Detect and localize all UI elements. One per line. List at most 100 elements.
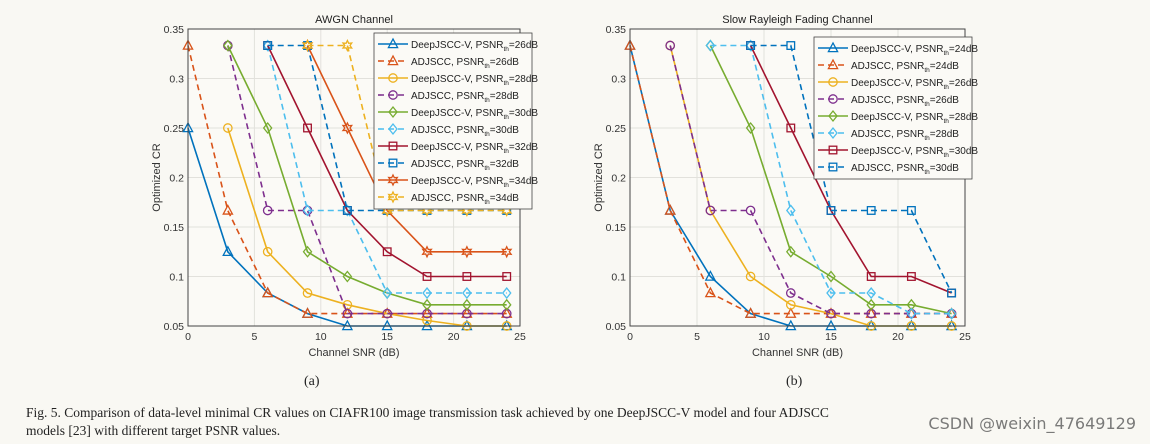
watermark: CSDN @weixin_47649129 [928, 414, 1136, 433]
subfigure-label-b: (b) [786, 374, 803, 389]
data-point [826, 270, 836, 283]
legend-label: ADJSCC, PSNRth=28dB [851, 129, 959, 142]
y-tick-label: 0.2 [611, 173, 626, 185]
data-point [462, 272, 472, 281]
data-point [501, 286, 512, 300]
legend-marker [388, 73, 398, 83]
data-point [906, 206, 916, 215]
data-point [906, 307, 917, 320]
data-point [422, 298, 432, 311]
series-line [266, 45, 507, 294]
data-point [222, 245, 234, 257]
data-point [866, 206, 876, 215]
x-tick-label: 0 [185, 331, 191, 343]
data-point [302, 204, 313, 217]
legend-marker [387, 173, 399, 187]
legend-label: DeepJSCC-V, PSNRth=30dB [851, 146, 978, 159]
legend-marker [388, 90, 398, 100]
y-tick-label: 0.1 [611, 272, 626, 284]
y-tick-label: 0.3 [611, 74, 626, 86]
data-point [422, 272, 432, 281]
x-axis-label: Channel SNR (dB) [752, 347, 843, 359]
y-tick-label: 0.25 [164, 123, 185, 135]
data-point [704, 286, 717, 298]
data-point [301, 38, 314, 52]
data-point [866, 286, 877, 300]
x-tick-label: 5 [251, 331, 257, 343]
legend-label: DeepJSCC-V, PSNRth=34dB [411, 176, 538, 189]
data-point [906, 298, 917, 311]
data-point [421, 245, 433, 259]
data-point [461, 245, 473, 259]
legend-label: ADJSCC, PSNRth=24dB [851, 61, 959, 74]
series-line [709, 45, 952, 315]
data-point [745, 205, 756, 216]
legend-marker [828, 77, 838, 87]
data-point [825, 319, 837, 331]
legend-label: ADJSCC, PSNRth=30dB [851, 163, 959, 176]
data-point [664, 204, 676, 215]
y-tick-label: 0.2 [169, 173, 184, 185]
x-tick-label: 10 [315, 331, 327, 343]
data-point [262, 121, 273, 135]
data-point [785, 245, 796, 258]
legend: DeepJSCC-V, PSNRth=24dB ADJSCC, PSNRth=24… [813, 36, 978, 180]
y-tick-label: 0.15 [606, 222, 627, 234]
series-line [227, 127, 507, 327]
data-point [785, 299, 796, 310]
data-point [705, 39, 716, 52]
data-point [462, 298, 472, 311]
data-point [826, 206, 836, 215]
legend-marker [387, 54, 399, 66]
series-line [750, 44, 953, 294]
data-point [826, 286, 836, 300]
y-tick-label: 0.35 [164, 24, 185, 36]
series-line [227, 45, 507, 306]
data-point [786, 41, 796, 50]
y-tick-label: 0.05 [164, 321, 185, 333]
x-tick-label: 15 [825, 331, 837, 343]
subfigure-label-a: (a) [304, 374, 320, 389]
legend-label: DeepJSCC-V, PSNRth=26dB [411, 40, 538, 53]
chart-title: Slow Rayleigh Fading Channel [722, 14, 872, 26]
x-tick-label: 25 [514, 331, 526, 343]
data-point [222, 123, 233, 133]
legend-label: DeepJSCC-V, PSNRth=32dB [411, 142, 538, 155]
y-tick-label: 0.15 [164, 222, 185, 234]
data-point [786, 123, 796, 133]
data-point [501, 245, 513, 259]
x-tick-label: 5 [694, 331, 700, 343]
data-point [341, 319, 354, 331]
y-axis-label: Optimized CR [151, 143, 163, 212]
x-tick-label: 10 [758, 331, 770, 343]
legend-label: ADJSCC, PSNRth=26dB [411, 57, 519, 70]
data-point [745, 39, 756, 52]
data-point [745, 121, 756, 135]
data-point [947, 288, 957, 298]
legend-marker [828, 94, 838, 104]
legend-marker [388, 158, 398, 168]
data-point [422, 286, 432, 300]
data-point [263, 41, 273, 50]
legend-label: ADJSCC, PSNRth=26dB [851, 95, 959, 108]
data-point [866, 272, 876, 281]
legend-marker [828, 126, 838, 140]
data-point [342, 206, 352, 215]
y-tick-label: 0.35 [606, 24, 627, 36]
series-line [227, 45, 507, 315]
y-tick-label: 0.05 [606, 321, 627, 333]
legend: DeepJSCC-V, PSNRth=26dB ADJSCC, PSNRth=26… [373, 32, 538, 210]
y-tick-label: 0.1 [169, 272, 184, 284]
data-point [342, 270, 353, 283]
x-axis-label: Channel SNR (dB) [308, 347, 399, 359]
legend-marker [827, 58, 839, 70]
data-point [301, 307, 314, 318]
legend-marker [828, 109, 838, 123]
series-line [187, 45, 507, 315]
data-point [341, 121, 353, 135]
data-point [826, 308, 836, 319]
legend-marker [387, 37, 399, 49]
series-line [306, 45, 507, 253]
